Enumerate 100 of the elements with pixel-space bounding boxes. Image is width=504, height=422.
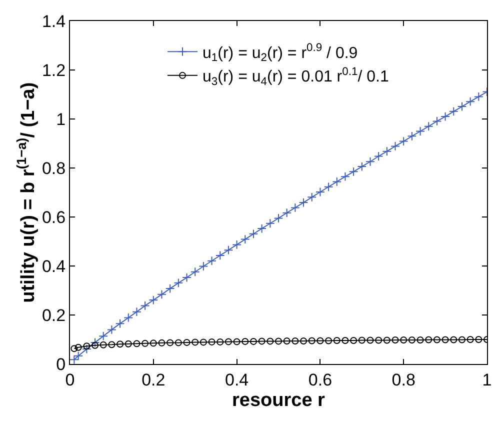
point bbox=[150, 340, 157, 347]
point bbox=[174, 339, 182, 346]
point bbox=[274, 214, 284, 223]
x-tick-label: 0.6 bbox=[308, 370, 332, 390]
point bbox=[432, 116, 442, 126]
point bbox=[325, 337, 332, 344]
point bbox=[424, 122, 434, 132]
x-tick-label: 0.2 bbox=[142, 370, 166, 390]
point bbox=[440, 112, 450, 122]
x-axis-title: resource r bbox=[232, 390, 326, 412]
point bbox=[298, 198, 308, 208]
point bbox=[124, 340, 132, 348]
point bbox=[132, 307, 142, 317]
point bbox=[266, 338, 274, 345]
point bbox=[307, 192, 317, 202]
point bbox=[408, 336, 416, 344]
point bbox=[358, 336, 366, 344]
point bbox=[442, 336, 449, 344]
point bbox=[407, 131, 417, 141]
point bbox=[100, 341, 107, 348]
y-tick-label: 0 bbox=[56, 354, 66, 374]
point bbox=[258, 338, 266, 345]
point bbox=[448, 106, 458, 116]
point bbox=[240, 234, 250, 244]
point bbox=[300, 337, 308, 344]
point bbox=[382, 146, 392, 156]
point bbox=[166, 339, 174, 346]
point bbox=[242, 338, 249, 345]
point bbox=[233, 338, 240, 346]
point bbox=[98, 331, 108, 341]
x-tick-label: 0.8 bbox=[392, 370, 416, 390]
point bbox=[215, 250, 225, 260]
point bbox=[458, 336, 466, 344]
x-tick-label: 0.4 bbox=[224, 370, 249, 390]
y-tick-label: 0.8 bbox=[42, 158, 66, 178]
y-tick-label: 0.4 bbox=[42, 256, 66, 276]
point bbox=[466, 96, 476, 106]
point bbox=[224, 338, 232, 346]
point bbox=[224, 245, 234, 255]
y-tick-label: 0.6 bbox=[42, 208, 66, 227]
legend-label: u$_{3}$(r) = u$_{4}$(r) = 0.01 r$^{0.1}$/ 0.1 bbox=[202, 66, 389, 88]
point bbox=[275, 338, 282, 345]
point bbox=[366, 336, 374, 344]
x-tick-label: 1 bbox=[482, 370, 492, 390]
point bbox=[416, 336, 424, 344]
point bbox=[248, 229, 258, 239]
point bbox=[124, 313, 134, 322]
point bbox=[340, 172, 350, 182]
point bbox=[332, 177, 342, 186]
point bbox=[200, 338, 207, 346]
point bbox=[182, 272, 192, 282]
point bbox=[192, 338, 199, 346]
point bbox=[216, 338, 224, 346]
point bbox=[357, 162, 367, 172]
point bbox=[348, 166, 358, 176]
point bbox=[416, 126, 425, 136]
point bbox=[157, 290, 166, 300]
point bbox=[74, 344, 82, 351]
point bbox=[374, 152, 384, 161]
point bbox=[116, 340, 124, 348]
point bbox=[474, 92, 484, 102]
point bbox=[148, 295, 158, 305]
point bbox=[92, 342, 99, 349]
point bbox=[400, 336, 408, 344]
point bbox=[165, 284, 175, 294]
point bbox=[457, 102, 467, 112]
point bbox=[475, 336, 482, 343]
point bbox=[208, 338, 216, 346]
point bbox=[140, 300, 150, 310]
point bbox=[375, 336, 382, 344]
point bbox=[82, 344, 92, 354]
point bbox=[425, 336, 432, 344]
point bbox=[390, 141, 400, 151]
point bbox=[316, 187, 325, 197]
point bbox=[257, 224, 267, 234]
point bbox=[316, 337, 324, 344]
point bbox=[142, 340, 149, 347]
point bbox=[383, 336, 390, 344]
point bbox=[198, 262, 208, 271]
point bbox=[107, 325, 116, 334]
point bbox=[324, 182, 334, 192]
point bbox=[282, 208, 292, 218]
point bbox=[108, 341, 116, 348]
point bbox=[232, 240, 242, 250]
point bbox=[83, 342, 90, 350]
point bbox=[398, 136, 408, 146]
point bbox=[70, 345, 78, 352]
point bbox=[292, 337, 299, 344]
point bbox=[115, 318, 125, 328]
point bbox=[183, 338, 190, 346]
point bbox=[265, 218, 275, 228]
point bbox=[366, 156, 375, 166]
point bbox=[333, 336, 340, 344]
point bbox=[70, 354, 79, 364]
y-tick-label: 1 bbox=[56, 110, 66, 129]
point bbox=[74, 351, 84, 361]
point bbox=[308, 337, 316, 344]
y-tick-label: 1.2 bbox=[42, 60, 66, 80]
point bbox=[207, 256, 216, 266]
point bbox=[466, 336, 474, 343]
